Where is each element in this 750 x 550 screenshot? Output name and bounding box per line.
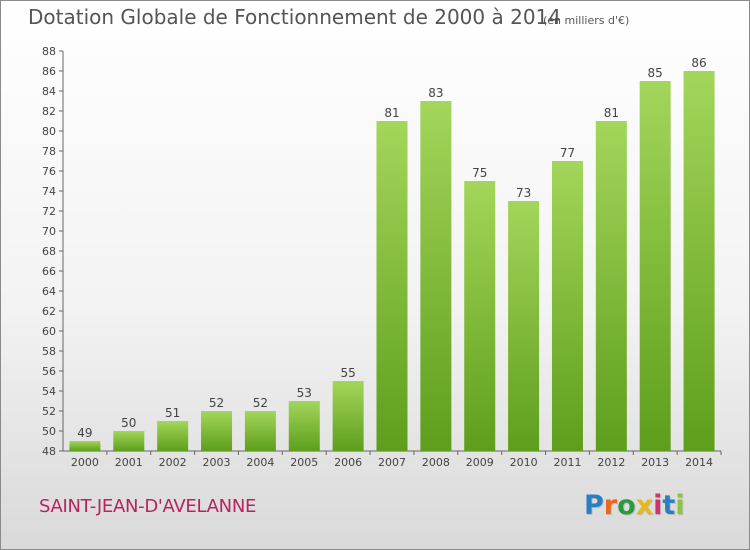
bar-2009 xyxy=(464,181,496,451)
bar-value-label: 86 xyxy=(691,56,706,70)
bar-value-label: 81 xyxy=(384,106,399,120)
y-tick-label: 88 xyxy=(42,45,56,58)
bar-2004 xyxy=(244,411,276,451)
x-tick-label: 2009 xyxy=(466,456,494,469)
bar-value-label: 50 xyxy=(121,416,136,430)
bar-2003 xyxy=(201,411,233,451)
commune-name: SAINT-JEAN-D'AVELANNE xyxy=(39,496,257,517)
chart-axes: 48 50 52 54 56 58 60 62 64 66 68 70 72 74 76 78 80 82 84 86… xyxy=(42,45,722,469)
proxiti-logo: Proxiti xyxy=(584,490,685,521)
bar-value-label: 49 xyxy=(77,426,92,440)
y-tick-label: 68 xyxy=(42,245,56,258)
y-tick-label: 76 xyxy=(42,165,56,178)
y-tick-label: 86 xyxy=(42,65,56,78)
y-tick-label: 52 xyxy=(42,405,56,418)
x-tick-label: 2013 xyxy=(641,456,669,469)
y-tick-label: 54 xyxy=(42,385,56,398)
bar-value-label: 83 xyxy=(428,86,443,100)
y-tick-label: 80 xyxy=(42,125,56,138)
y-tick-label: 70 xyxy=(42,225,56,238)
bar-2007 xyxy=(376,121,408,451)
x-tick-label: 2014 xyxy=(685,456,713,469)
bar-value-label: 51 xyxy=(165,406,180,420)
y-tick-label: 74 xyxy=(42,185,56,198)
x-tick-label: 2001 xyxy=(115,456,143,469)
bar-2014 xyxy=(683,71,715,451)
bar-2013 xyxy=(639,81,671,451)
x-tick-label: 2012 xyxy=(597,456,625,469)
y-tick-label: 82 xyxy=(42,105,56,118)
bar-2005 xyxy=(288,401,320,451)
bar-value-label: 85 xyxy=(648,66,663,80)
y-tick-label: 56 xyxy=(42,365,56,378)
bar-2011 xyxy=(551,161,583,451)
y-tick-label: 84 xyxy=(42,85,56,98)
bar-value-label: 73 xyxy=(516,186,531,200)
y-tick-label: 48 xyxy=(42,445,56,458)
x-tick-label: 2008 xyxy=(422,456,450,469)
chart-subtitle: (en milliers d'€) xyxy=(543,14,630,27)
bar-value-label: 55 xyxy=(340,366,355,380)
bar-2008 xyxy=(420,101,452,451)
bar-value-label: 52 xyxy=(253,396,268,410)
bar-2006 xyxy=(332,381,364,451)
x-tick-label: 2005 xyxy=(290,456,318,469)
bar-2001 xyxy=(113,431,145,451)
bar-value-label: 52 xyxy=(209,396,224,410)
bar-2002 xyxy=(157,421,189,451)
x-tick-label: 2007 xyxy=(378,456,406,469)
y-tick-label: 78 xyxy=(42,145,56,158)
y-tick-label: 72 xyxy=(42,205,56,218)
bar-value-label: 77 xyxy=(560,146,575,160)
x-tick-label: 2003 xyxy=(203,456,231,469)
x-tick-label: 2002 xyxy=(159,456,187,469)
x-tick-label: 2006 xyxy=(334,456,362,469)
x-tick-label: 2011 xyxy=(553,456,581,469)
bar-2000 xyxy=(69,441,101,451)
x-tick-label: 2000 xyxy=(71,456,99,469)
y-tick-label: 64 xyxy=(42,285,56,298)
y-tick-label: 62 xyxy=(42,305,56,318)
x-tick-label: 2004 xyxy=(246,456,274,469)
chart-bars: 49 50 51 52 52 53 55 81 83 75 73 77 81 85 86 xyxy=(69,56,715,451)
chart-title: Dotation Globale de Fonctionnement de 20… xyxy=(28,5,561,29)
x-tick-label: 2010 xyxy=(510,456,538,469)
y-tick-label: 60 xyxy=(42,325,56,338)
bar-2012 xyxy=(595,121,627,451)
y-tick-label: 50 xyxy=(42,425,56,438)
bar-value-label: 53 xyxy=(297,386,312,400)
y-tick-label: 58 xyxy=(42,345,56,358)
bar-value-label: 75 xyxy=(472,166,487,180)
bar-value-label: 81 xyxy=(604,106,619,120)
y-tick-label: 66 xyxy=(42,265,56,278)
bar-2010 xyxy=(508,201,540,451)
